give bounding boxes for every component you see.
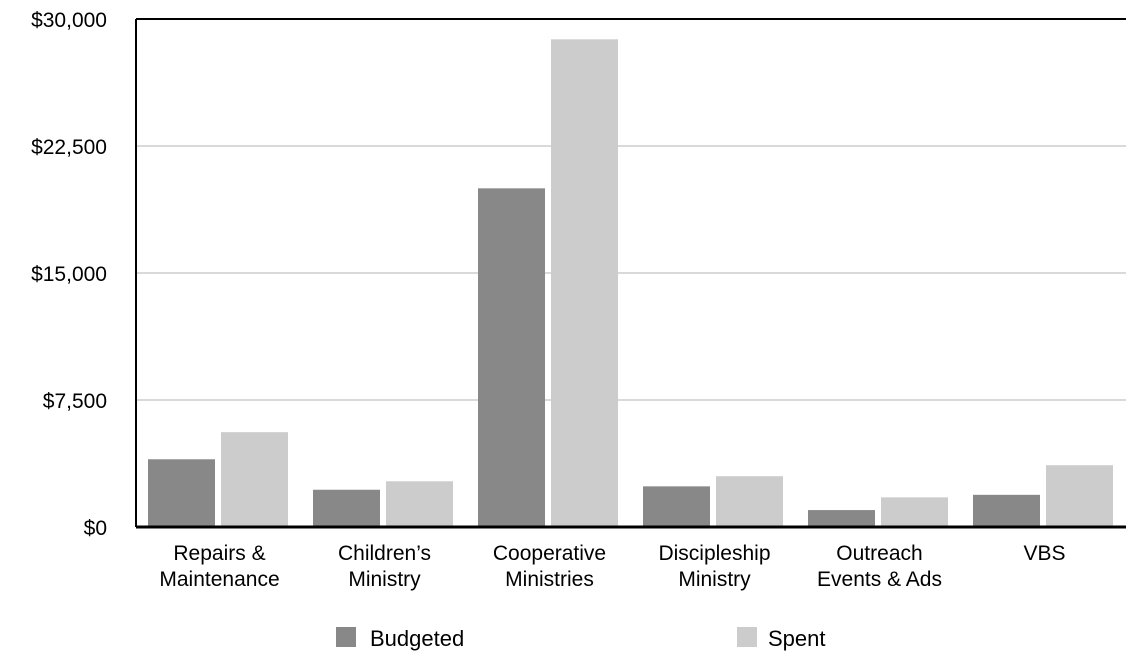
y-tick-label: $0: [84, 517, 107, 540]
x-category-label-line: VBS: [1023, 542, 1065, 565]
bars: [148, 39, 1113, 528]
bar-spent-2: [551, 39, 618, 527]
legend-swatch-budgeted: [336, 627, 356, 647]
x-category-label-line: Ministries: [505, 568, 594, 591]
y-tick-label: $30,000: [31, 9, 107, 32]
x-category-label-line: Children’s: [338, 542, 431, 565]
legend-label-spent: Spent: [768, 626, 826, 651]
y-tick-label: $22,500: [31, 136, 107, 159]
x-category-label-line: Outreach: [836, 542, 922, 565]
gridlines: [136, 145, 1126, 401]
bar-budgeted-5: [973, 494, 1040, 527]
bar-spent-0: [221, 432, 288, 527]
x-category-label: Cooperative Ministries: [493, 542, 606, 591]
y-tick-label: $15,000: [31, 263, 107, 286]
x-category-label: Repairs & Maintenance: [159, 542, 279, 591]
y-tick-label: $7,500: [43, 390, 107, 413]
x-category-label-line: Repairs &: [173, 542, 265, 565]
bar-budgeted-2: [478, 188, 545, 528]
x-category-label-line: Ministry: [678, 568, 751, 591]
x-category-label-line: Discipleship: [658, 542, 770, 565]
bar-budgeted-0: [148, 459, 215, 527]
y-axis-ticks: $0 $7,500 $15,000 $22,500 $30,000: [31, 9, 107, 540]
x-category-label-line: Ministry: [348, 568, 421, 591]
legend-swatch-spent: [737, 627, 757, 647]
bar-spent-1: [386, 481, 453, 527]
axes: [135, 18, 1126, 529]
x-category-label-line: Events & Ads: [817, 568, 942, 591]
bar-budgeted-3: [643, 486, 710, 527]
x-category-label: VBS: [1023, 542, 1065, 565]
legend: Budgeted Spent: [336, 626, 826, 651]
bar-budgeted-1: [313, 489, 380, 527]
x-category-label: Outreach Events & Ads: [817, 542, 942, 591]
x-category-label-line: Cooperative: [493, 542, 606, 565]
bar-budgeted-4: [808, 510, 875, 527]
x-category-label: Children’s Ministry: [338, 542, 431, 591]
legend-label-budgeted: Budgeted: [370, 626, 464, 651]
bar-spent-5: [1046, 465, 1113, 527]
x-category-label-line: Maintenance: [159, 568, 279, 591]
bar-spent-4: [881, 497, 948, 527]
bar-spent-3: [716, 476, 783, 527]
x-axis-labels: Repairs & Maintenance Children’s Ministry Co…: [159, 542, 1065, 591]
x-category-label: Discipleship Ministry: [658, 542, 770, 591]
